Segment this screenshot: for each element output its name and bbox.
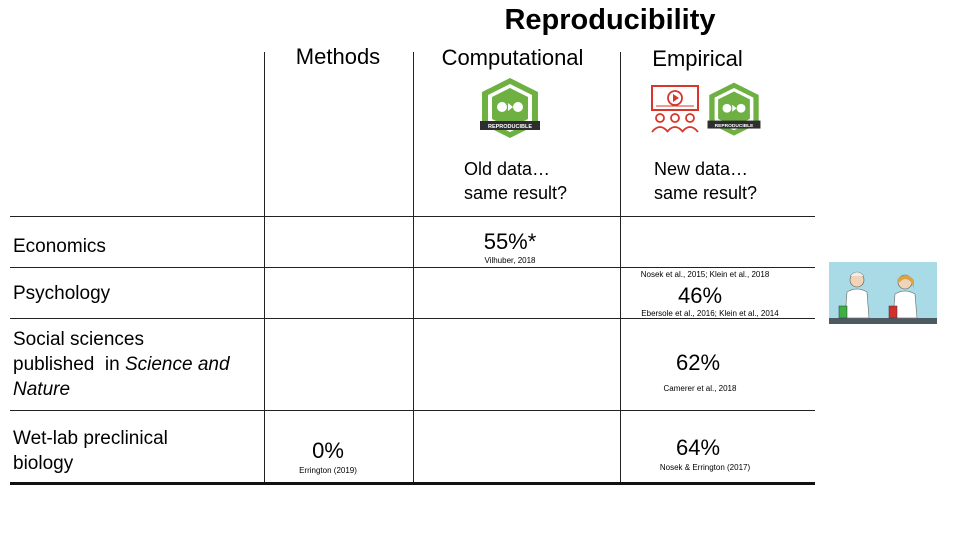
row-label-psychology: Psychology bbox=[13, 283, 111, 304]
wetlab-methods-citation: Errington (2019) bbox=[299, 466, 357, 475]
wetlab-methods-value: 0% bbox=[312, 438, 344, 463]
reproducible-badge-icon: REPRODUCIBLE bbox=[480, 78, 540, 138]
row-label-line: Wet-lab preclinical bbox=[13, 428, 168, 449]
row-label-line: biology bbox=[13, 453, 74, 474]
row-label-line: Social sciences bbox=[13, 329, 144, 350]
table-bottom-rule bbox=[10, 482, 815, 485]
row-label-economics: Economics bbox=[13, 236, 106, 257]
row-divider bbox=[10, 216, 815, 217]
question-line: New data… bbox=[654, 159, 749, 179]
row-label-line: published in Science and bbox=[13, 352, 258, 377]
reproducible-badge-icon: REPRODUCIBLE bbox=[707, 82, 761, 136]
slide-title: Reproducibility bbox=[504, 4, 716, 36]
wetlab-empirical-value: 64% bbox=[675, 435, 721, 460]
row-label-text: published in bbox=[13, 354, 125, 375]
row-label-wet-lab: Wet-lab preclinical biology bbox=[13, 426, 258, 476]
social-empirical-citation: Camerer et al., 2018 bbox=[663, 384, 737, 393]
row-label-social-sciences: Social sciences published in Science and… bbox=[13, 327, 258, 402]
row-divider bbox=[10, 267, 815, 268]
psychology-citation-bottom: Ebersole et al., 2016; Klein et al., 201… bbox=[641, 309, 779, 318]
wetlab-empirical-citation: Nosek & Errington (2017) bbox=[659, 463, 751, 472]
empirical-question: New data… same result? bbox=[654, 157, 757, 205]
journal-name: Science and bbox=[124, 354, 230, 375]
column-header-methods: Methods bbox=[295, 44, 381, 69]
psychology-empirical-value: 46% bbox=[677, 283, 723, 308]
social-empirical-value: 62% bbox=[675, 350, 721, 375]
question-line: same result? bbox=[654, 183, 758, 203]
journal-name: Nature bbox=[13, 379, 71, 400]
computational-question: Old data… same result? bbox=[464, 157, 567, 205]
question-line: Old data… bbox=[464, 159, 551, 179]
column-header-empirical: Empirical bbox=[652, 46, 743, 71]
economics-computational-citation: Vilhuber, 2018 bbox=[484, 256, 536, 265]
row-divider bbox=[10, 410, 815, 411]
question-line: same result? bbox=[464, 183, 568, 203]
scientists-illustration bbox=[829, 262, 937, 324]
badge-label: REPRODUCIBLE bbox=[488, 124, 532, 130]
video-audience-icon bbox=[651, 85, 699, 133]
psychology-citation-top: Nosek et al., 2015; Klein et al., 2018 bbox=[640, 270, 770, 279]
row-divider bbox=[10, 318, 815, 319]
economics-computational-value: 55%* bbox=[483, 229, 537, 254]
badge-label: REPRODUCIBLE bbox=[715, 123, 755, 129]
column-header-computational: Computational bbox=[441, 45, 584, 70]
